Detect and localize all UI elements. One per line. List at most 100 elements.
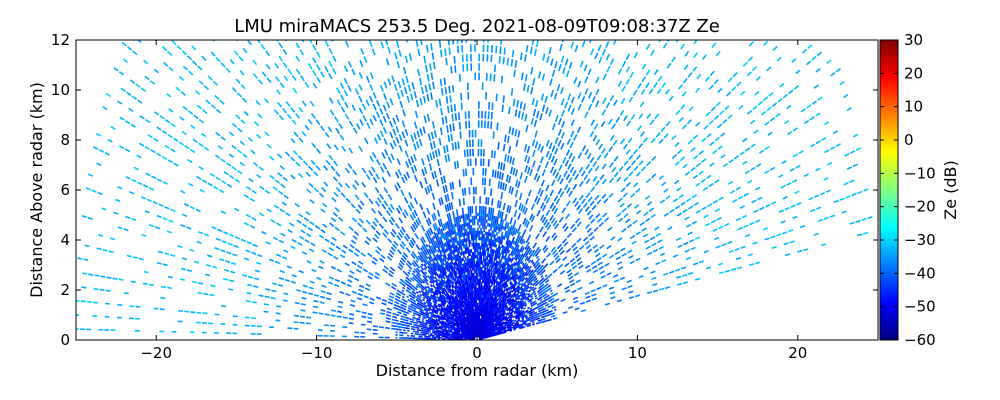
ze-gate [291, 75, 297, 82]
ze-gate [846, 166, 853, 170]
ze-gate [459, 255, 462, 260]
ze-gate [500, 285, 503, 289]
ze-gate [501, 303, 505, 307]
ze-gate [527, 249, 531, 254]
ze-gate [501, 299, 505, 303]
ze-gate [517, 263, 520, 268]
ze-gate [265, 63, 271, 70]
ze-gate [432, 81, 435, 90]
ze-gate [265, 50, 271, 57]
ze-gate [290, 107, 296, 113]
ze-gate [451, 113, 454, 122]
ze-gate [390, 246, 396, 252]
ze-gate [452, 123, 455, 131]
ze-gate [517, 301, 521, 305]
ze-gate [554, 171, 560, 179]
ze-gate [457, 259, 460, 264]
ze-gate [459, 309, 463, 313]
ze-gate [397, 265, 403, 271]
ze-gate [462, 238, 465, 243]
ze-gate [505, 174, 509, 183]
ze-gate [483, 279, 486, 284]
ze-gate [588, 280, 595, 285]
ze-gate [457, 295, 461, 300]
ze-gate [431, 247, 435, 252]
ze-gate [320, 71, 325, 78]
ze-gate [492, 274, 496, 279]
ze-gate [855, 147, 862, 151]
ze-gate [614, 251, 620, 256]
ze-gate [436, 268, 440, 272]
ze-gate [505, 313, 509, 317]
ze-gate [441, 286, 445, 291]
ze-gate [599, 270, 605, 275]
ze-gate [515, 303, 519, 307]
ze-gate [841, 210, 847, 214]
ze-gate [815, 140, 821, 145]
ze-gate [586, 268, 592, 273]
ze-gate [302, 160, 309, 166]
ze-gate [424, 187, 429, 195]
ze-gate [467, 295, 470, 300]
ze-gate [512, 277, 516, 282]
ze-gate [537, 305, 540, 309]
ze-gate [398, 144, 403, 152]
ze-gate [501, 222, 504, 226]
ze-gate [535, 40, 539, 48]
ze-gate [531, 286, 535, 290]
ze-gate [422, 280, 425, 284]
ze-gate [515, 228, 518, 233]
ze-gate [369, 118, 374, 126]
ze-gate [518, 323, 522, 327]
ze-gate [515, 320, 519, 323]
ze-gate [539, 226, 544, 233]
ze-gate [355, 208, 361, 214]
ze-gate [511, 284, 515, 289]
ze-gate [504, 230, 508, 235]
ze-gate [305, 171, 311, 177]
ze-gate [496, 238, 499, 243]
ze-gate [526, 156, 531, 164]
ze-gate [358, 95, 363, 103]
ze-gate [516, 274, 519, 279]
ze-gate [451, 313, 455, 317]
ze-gate [602, 97, 607, 104]
ze-gate [163, 61, 169, 67]
ze-gate [180, 91, 186, 96]
ze-gate [620, 187, 626, 193]
ze-gate [563, 241, 569, 247]
ze-gate [442, 247, 446, 251]
ze-gate [518, 327, 522, 330]
ze-gate [557, 117, 562, 125]
ze-gate [448, 266, 452, 270]
ze-gate [587, 152, 592, 160]
ze-gate [491, 290, 495, 295]
ze-gate [500, 289, 504, 293]
ze-gate [518, 235, 522, 240]
ze-gate [464, 326, 468, 330]
ze-gate [504, 299, 508, 303]
ze-gate [623, 213, 629, 218]
ze-gate [651, 242, 657, 247]
ze-gate [429, 184, 433, 192]
ze-gate [439, 293, 443, 297]
ze-gate [433, 61, 436, 70]
ze-gate [613, 155, 619, 162]
ze-gate [414, 287, 418, 291]
ze-gate [506, 265, 509, 270]
ze-gate [757, 196, 763, 201]
ze-gate [500, 310, 504, 314]
ze-gate [457, 228, 460, 233]
ze-gate [448, 305, 452, 310]
ze-gate [440, 271, 444, 276]
ze-gate [446, 310, 450, 313]
ze-gate [490, 248, 493, 252]
ze-gate [621, 252, 627, 257]
ze-gate [442, 244, 445, 248]
ze-gate [539, 189, 544, 197]
ze-gate [404, 139, 409, 147]
ze-gate [584, 240, 590, 246]
ze-gate [413, 268, 417, 272]
ze-gate [419, 97, 423, 106]
ze-gate [437, 275, 441, 279]
